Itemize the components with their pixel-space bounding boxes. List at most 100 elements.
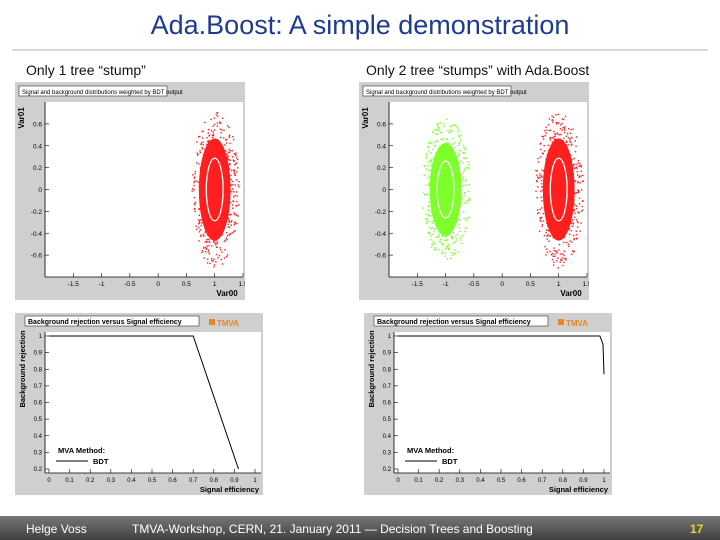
page-number: 17 <box>690 522 704 536</box>
scatter-point <box>463 211 465 213</box>
scatter-point <box>551 115 553 117</box>
scatter-point <box>580 166 583 168</box>
scatter-point <box>549 137 551 139</box>
scatter-point <box>227 217 229 219</box>
scatter-point <box>541 176 543 178</box>
scatter-point <box>463 184 465 187</box>
scatter-point <box>446 142 449 144</box>
scatter-point <box>541 207 543 209</box>
roc-header: Background rejection versus Signal effic… <box>377 319 531 326</box>
scatter-point <box>234 164 236 166</box>
scatter-point <box>233 169 235 171</box>
scatter-point <box>571 250 574 252</box>
scatter-point <box>459 139 462 142</box>
x-tick-label: 0.3 <box>456 478 465 484</box>
scatter-point <box>226 232 228 234</box>
scatter-point <box>233 153 235 155</box>
scatter-point <box>427 146 430 149</box>
scatter-point <box>575 233 578 236</box>
plot-area <box>45 332 261 473</box>
scatter-point <box>226 239 228 241</box>
scatter-point <box>563 127 566 129</box>
scatter-point <box>575 166 578 168</box>
scatter-point <box>440 122 442 124</box>
cluster-core <box>198 138 231 241</box>
scatter-point <box>425 193 427 195</box>
scatter-point <box>427 214 430 216</box>
scatter-point <box>568 128 570 130</box>
scatter-point <box>463 147 465 149</box>
scatter-point <box>578 176 580 178</box>
scatter-point <box>425 184 427 186</box>
scatter-point <box>233 191 235 193</box>
y-tick-label: 0.6 <box>377 121 386 128</box>
scatter-point <box>457 128 459 131</box>
scatter-point <box>208 134 211 136</box>
scatter-point <box>575 230 577 232</box>
scatter-point <box>562 264 564 267</box>
scatter-point <box>204 232 206 234</box>
scatter-point <box>200 234 202 236</box>
scatter-point <box>541 225 543 228</box>
scatter-point <box>440 131 443 134</box>
scatter-point <box>447 244 449 246</box>
scatter-point <box>212 125 214 127</box>
y-tick-label: 0.4 <box>34 434 43 440</box>
scatter-point <box>567 243 570 245</box>
scatter-point <box>207 140 209 143</box>
scatter-point <box>552 121 554 123</box>
scatter-point <box>430 228 432 230</box>
scatter-point <box>451 137 454 140</box>
scatter-point <box>554 138 556 140</box>
scatter-point <box>463 157 465 159</box>
scatter-point <box>575 163 577 166</box>
scatter-point <box>466 217 469 220</box>
footer-event: TMVA-Workshop, CERN, 21. January 2011 ― … <box>132 522 533 536</box>
scatter-point <box>537 177 540 179</box>
scatter-point <box>562 118 565 121</box>
scatter-point <box>570 144 573 146</box>
scatter-point <box>433 228 435 230</box>
x-axis-label: Signal efficiency <box>200 485 260 494</box>
scatter-point <box>554 135 556 137</box>
y-tick-label: 1 <box>39 334 43 340</box>
scatter-point <box>236 162 238 164</box>
scatter-point <box>573 209 575 211</box>
scatter-point <box>553 249 555 252</box>
scatter-point <box>227 151 230 154</box>
scatter-point <box>213 264 216 266</box>
scatter-point <box>545 254 547 256</box>
scatter-point <box>219 128 222 130</box>
scatter-point <box>213 239 215 242</box>
x-tick-label: -1.5 <box>68 281 80 288</box>
scatter-point <box>462 175 465 178</box>
scatter-point <box>236 191 238 193</box>
scatter-point <box>425 153 427 155</box>
scatter-point <box>234 221 236 223</box>
scatter-point <box>231 220 233 222</box>
scatter-point <box>199 150 201 152</box>
scatter-point <box>431 243 434 246</box>
scatter-point <box>459 230 461 233</box>
scatter-point <box>449 131 451 134</box>
scatter-point <box>229 159 231 161</box>
scatter-point <box>429 232 431 234</box>
scatter-point <box>429 239 432 241</box>
scatter-point <box>572 234 575 237</box>
scatter-point <box>443 122 445 125</box>
scatter-point <box>553 138 556 141</box>
scatter-point <box>460 177 462 179</box>
scatter-point <box>429 159 431 161</box>
scatter-point <box>441 252 444 254</box>
x-axis-label: Var00 <box>560 289 582 298</box>
scatter-point <box>233 231 235 233</box>
scatter-point <box>571 220 573 223</box>
scatter-point <box>571 159 573 161</box>
scatter-point <box>564 131 566 134</box>
scatter-point <box>235 179 238 181</box>
scatter-point <box>578 212 580 214</box>
scatter-point <box>427 177 429 179</box>
scatter-point <box>559 253 562 255</box>
scatter-point <box>194 173 196 175</box>
scatter-point <box>424 165 426 168</box>
